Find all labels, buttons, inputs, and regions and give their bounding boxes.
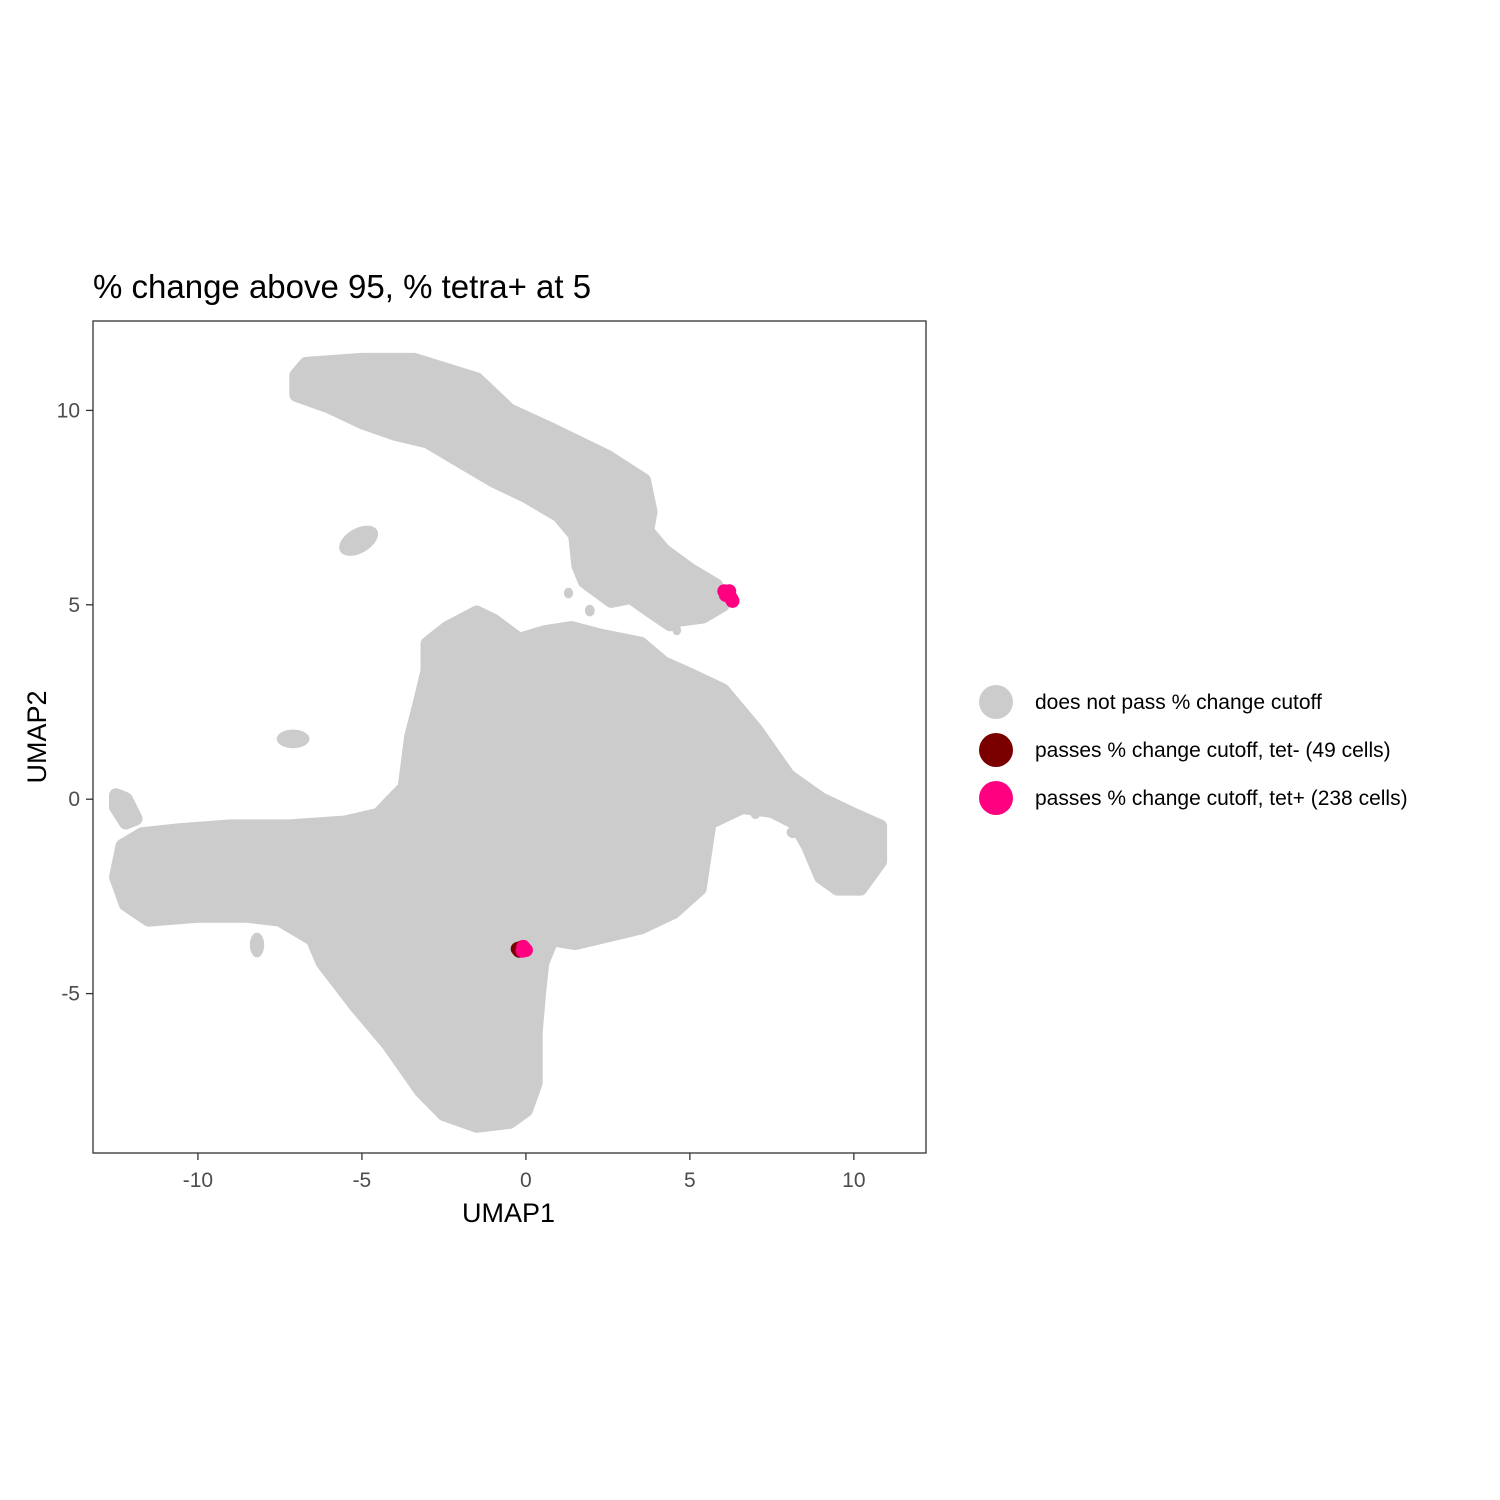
x-tick-label: 10: [842, 1169, 865, 1192]
chart-title: % change above 95, % tetra+ at 5: [93, 268, 591, 305]
legend-item: passes % change cutoff, tet+ (238 cells): [979, 781, 1408, 815]
x-tick-label: 0: [520, 1169, 532, 1192]
cell-cluster: [339, 525, 379, 556]
x-axis-title: UMAP1: [462, 1198, 555, 1228]
legend-key: [979, 781, 1013, 815]
cell-cloud-region: [289, 352, 730, 632]
cell-cluster: [276, 729, 310, 749]
legend-item: does not pass % change cutoff: [979, 685, 1322, 719]
legend-key: [979, 685, 1013, 719]
panel-border: [92, 320, 927, 1154]
x-tick-label: -10: [183, 1169, 213, 1192]
cell-cluster: [672, 625, 682, 636]
cell-cloud-region: [109, 788, 143, 830]
x-tick-label: -5: [353, 1169, 372, 1192]
y-tick-label: 10: [57, 399, 80, 422]
data-point: [516, 939, 531, 954]
legend: does not pass % change cutoff passes % ch…: [979, 685, 1408, 815]
cell-cluster: [563, 587, 574, 599]
plot-area: [109, 352, 888, 1133]
legend-label: does not pass % change cutoff: [1035, 691, 1322, 714]
legend-key: [979, 733, 1013, 767]
cell-cluster: [750, 806, 761, 819]
y-axis-title: UMAP2: [22, 690, 52, 783]
data-point: [722, 584, 737, 599]
y-tick-label: 0: [68, 788, 80, 811]
cell-cluster: [786, 826, 800, 839]
cell-cluster: [249, 932, 265, 958]
legend-item: passes % change cutoff, tet- (49 cells): [979, 733, 1391, 767]
y-tick-label: 5: [68, 594, 80, 617]
cell-cluster: [584, 604, 595, 617]
series-2: [515, 584, 740, 958]
series-0: [109, 352, 888, 1133]
legend-label: passes % change cutoff, tet+ (238 cells): [1035, 787, 1408, 810]
legend-label: passes % change cutoff, tet- (49 cells): [1035, 739, 1391, 762]
cell-cloud-region: [109, 605, 888, 1133]
x-tick-label: 5: [684, 1169, 696, 1192]
y-tick-label: -5: [61, 983, 80, 1006]
data-points: [109, 352, 888, 1133]
axes: -10 -5 0 5 10 -5 0 5 10: [57, 320, 927, 1192]
